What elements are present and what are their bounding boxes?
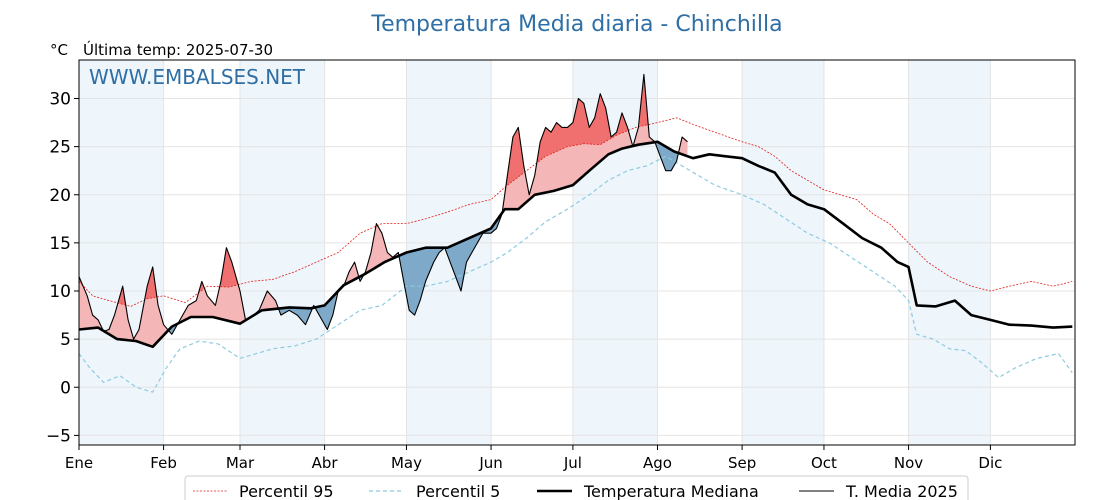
x-tick-label: May bbox=[391, 454, 422, 472]
x-tick-label: Ago bbox=[643, 454, 672, 472]
legend-label-p95: Percentil 95 bbox=[239, 482, 334, 500]
month-band bbox=[908, 60, 991, 445]
y-tick-label: 5 bbox=[60, 330, 71, 350]
last-temp-label: Última temp: 2025-07-30 bbox=[83, 40, 273, 59]
above-p95-fill bbox=[118, 286, 126, 305]
legend-label-p5: Percentil 5 bbox=[416, 482, 500, 500]
legend-label-current: T. Media 2025 bbox=[845, 482, 958, 500]
y-axis: −5 0 5 10 15 20 25 30 bbox=[46, 90, 79, 446]
x-tick-label: Jul bbox=[563, 454, 582, 472]
below-median-fill bbox=[315, 292, 337, 330]
below-median-fill bbox=[446, 213, 502, 291]
y-tick-label: 15 bbox=[49, 234, 71, 254]
plot-frame bbox=[78, 59, 1076, 446]
month-band bbox=[239, 60, 325, 445]
x-tick-label: Nov bbox=[894, 454, 923, 472]
above-median-fill bbox=[79, 276, 103, 331]
above-p95-fill bbox=[639, 74, 648, 127]
series-lines bbox=[78, 73, 1073, 393]
legend-box bbox=[184, 475, 969, 500]
percentile-5-line bbox=[78, 155, 1073, 393]
x-tick-label: Mar bbox=[226, 454, 255, 472]
x-tick-label: Feb bbox=[150, 454, 177, 472]
month-band bbox=[79, 60, 164, 445]
y-tick-label: 25 bbox=[49, 138, 71, 158]
y-tick-label: 0 bbox=[60, 378, 71, 398]
above-p95-fill bbox=[145, 266, 157, 300]
x-tick-label: Dic bbox=[978, 454, 1002, 472]
median-line bbox=[78, 140, 1073, 349]
x-tick-label: Abr bbox=[312, 454, 339, 472]
above-median-fill bbox=[364, 223, 399, 275]
chart-title: Temperatura Media diaria - Chinchilla bbox=[370, 12, 782, 37]
y-tick-label: 10 bbox=[49, 282, 71, 302]
x-tick-label: Oct bbox=[811, 454, 837, 472]
y-tick-label: 20 bbox=[49, 186, 71, 206]
legend: Percentil 95 Percentil 5 Temperatura Media… bbox=[184, 475, 969, 500]
below-median-fill bbox=[656, 141, 678, 171]
y-tick-label: −5 bbox=[46, 426, 71, 446]
current-year-line bbox=[78, 73, 688, 340]
x-tick-label: Ene bbox=[65, 454, 93, 472]
legend-label-median: Temperatura Mediana bbox=[583, 482, 759, 500]
unit-label: °C bbox=[50, 41, 68, 59]
above-p95-fill bbox=[537, 93, 628, 163]
below-median-fill bbox=[169, 323, 178, 335]
watermark: WWW.EMBALSES.NET bbox=[89, 65, 306, 89]
above-p95-fill bbox=[506, 127, 524, 187]
x-tick-label: Jun bbox=[478, 454, 502, 472]
x-axis: Ene Feb Mar Abr May Jun Jul Ago Sep Oct Nov Dic bbox=[65, 445, 1002, 472]
y-tick-label: 30 bbox=[49, 90, 71, 110]
x-tick-label: Sep bbox=[728, 454, 756, 472]
month-band bbox=[742, 60, 824, 445]
below-median-fill bbox=[279, 307, 313, 325]
